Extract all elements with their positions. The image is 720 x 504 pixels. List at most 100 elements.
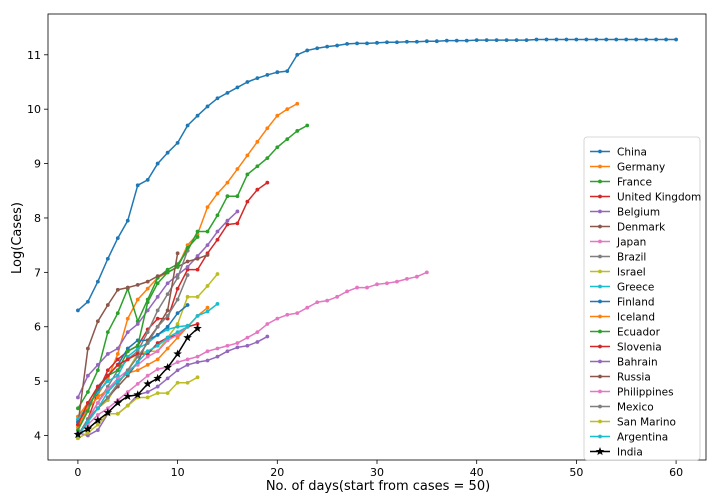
data-point: [375, 40, 379, 45]
data-point: [135, 368, 140, 373]
legend-marker: [598, 374, 602, 379]
data-point: [564, 37, 569, 42]
data-point: [504, 38, 509, 43]
data-point: [305, 305, 310, 310]
data-point: [95, 279, 100, 284]
data-point: [85, 299, 90, 304]
data-point: [205, 309, 210, 314]
data-point: [115, 411, 120, 416]
legend-item: United Kingdom: [590, 191, 701, 203]
legend-marker: [598, 194, 602, 199]
data-point: [175, 324, 180, 329]
legend-label: Brazil: [617, 251, 646, 263]
legend-marker: [598, 389, 602, 394]
legend-item: Finland: [590, 296, 655, 308]
legend-item: Russia: [590, 371, 651, 383]
legend-label: Japan: [616, 236, 646, 248]
data-point: [265, 126, 270, 131]
data-point: [165, 391, 170, 395]
data-point: [175, 265, 180, 269]
data-point: [183, 333, 192, 342]
series-china: [76, 37, 678, 313]
data-point: [345, 42, 349, 46]
data-point: [235, 167, 240, 171]
data-point: [185, 380, 190, 385]
legend-item: Denmark: [590, 221, 666, 233]
data-point: [145, 300, 150, 305]
data-point: [165, 346, 170, 351]
data-point: [155, 384, 160, 389]
data-point: [165, 376, 170, 381]
legend-marker: [598, 164, 602, 169]
data-point: [155, 281, 160, 286]
legend-label: Philippines: [617, 386, 674, 398]
legend-marker: [598, 344, 602, 349]
data-point: [205, 358, 210, 363]
data-point: [185, 265, 190, 269]
data-point: [255, 76, 260, 81]
data-point: [265, 322, 270, 326]
series-japan: [76, 270, 429, 435]
data-point: [624, 37, 629, 42]
legend-label: Iceland: [617, 311, 655, 323]
data-point: [125, 316, 130, 321]
data-point: [414, 274, 419, 279]
x-tick-label: 50: [569, 466, 583, 479]
data-point: [295, 129, 300, 133]
data-point: [424, 270, 429, 275]
legend-marker: [598, 419, 602, 424]
legend-item: Argentina: [590, 431, 668, 443]
data-point: [225, 343, 230, 348]
data-point: [205, 253, 210, 257]
data-point: [325, 44, 330, 49]
legend-marker: [598, 149, 602, 154]
legend: China Germany France United Kingdom Belgium D…: [583, 136, 701, 461]
data-point: [215, 229, 220, 234]
data-point: [544, 37, 549, 42]
data-point: [245, 199, 250, 204]
legend-label: Mexico: [617, 401, 654, 413]
data-point: [604, 37, 609, 42]
data-point: [175, 333, 180, 337]
legend-item: Japan: [590, 236, 646, 248]
data-point: [235, 209, 240, 214]
data-point: [514, 38, 519, 43]
data-point: [215, 191, 220, 196]
data-point: [115, 352, 120, 356]
data-point: [644, 37, 649, 42]
data-point: [235, 341, 240, 345]
x-tick-label: 0: [74, 466, 81, 479]
data-point: [155, 357, 160, 362]
data-point: [115, 376, 120, 381]
data-point: [95, 368, 100, 373]
data-point: [235, 194, 240, 199]
data-point: [275, 145, 280, 150]
legend-marker: [598, 209, 602, 214]
data-point: [395, 40, 399, 45]
data-point: [145, 395, 150, 400]
data-point: [405, 276, 409, 281]
data-point: [275, 113, 280, 118]
legend-marker: [598, 239, 602, 244]
legend-label: China: [617, 146, 647, 158]
data-point: [295, 52, 300, 57]
data-point: [245, 335, 250, 340]
legend-item: Israel: [590, 266, 646, 278]
data-point: [584, 37, 589, 42]
y-tick-label: 4: [34, 430, 41, 443]
data-point: [165, 281, 170, 286]
data-point: [275, 70, 280, 75]
legend-label: Argentina: [617, 431, 668, 443]
data-point: [215, 354, 220, 359]
x-tick-label: 10: [171, 466, 185, 479]
data-point: [235, 85, 240, 90]
data-point: [85, 409, 90, 413]
y-tick-label: 11: [27, 49, 41, 62]
series-india: [73, 323, 202, 439]
legend-marker: [598, 179, 602, 184]
data-point: [155, 341, 160, 345]
data-point: [285, 312, 290, 317]
data-point: [145, 330, 150, 335]
data-point: [125, 285, 130, 290]
data-point: [155, 161, 160, 166]
